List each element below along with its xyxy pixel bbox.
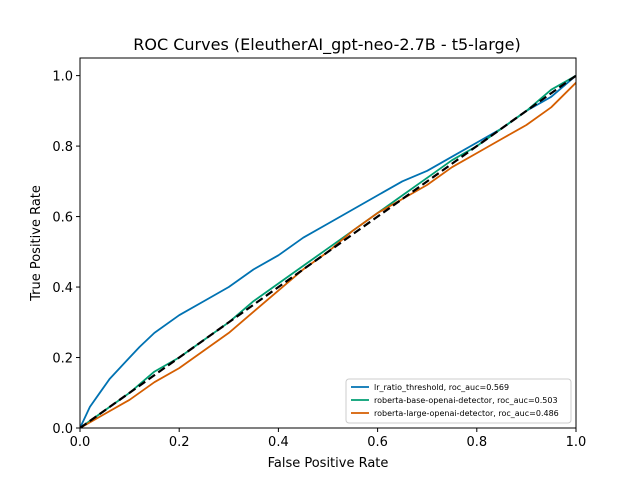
x-tick-label: 0.4	[268, 435, 289, 450]
legend-label-3: roberta-large-openai-detector, roc_auc=0…	[374, 409, 559, 418]
x-tick-label: 0.2	[169, 435, 190, 450]
y-tick-label: 0.6	[52, 211, 73, 226]
chart-title: ROC Curves (EleutherAI_gpt-neo-2.7B - t5…	[133, 35, 520, 55]
diagonal-reference-line	[80, 74, 576, 428]
y-tick-label: 0.4	[52, 281, 73, 296]
y-tick-label: 1.0	[52, 70, 73, 85]
x-tick-label: 1.0	[566, 435, 587, 450]
x-tick-label: 0.0	[70, 435, 91, 450]
series-layer	[80, 74, 576, 428]
x-tick-label: 0.6	[367, 435, 388, 450]
y-tick-label: 0.2	[52, 352, 73, 367]
x-axis-label: False Positive Rate	[268, 456, 389, 471]
x-tick-label: 0.8	[466, 435, 487, 450]
x-axis-ticks: 0.0 0.2 0.4 0.6 0.8 1.0	[70, 428, 587, 450]
legend: lr_ratio_threshold, roc_auc=0.569roberta…	[345, 378, 572, 424]
legend-box	[345, 378, 572, 424]
legend-label-2: roberta-base-openai-detector, roc_auc=0.…	[374, 396, 558, 405]
series-line-1	[80, 74, 576, 428]
y-axis-ticks: 0.0 0.2 0.4 0.6 0.8 1.0	[52, 70, 80, 437]
y-tick-label: 0.0	[52, 422, 73, 437]
y-tick-label: 0.8	[52, 140, 73, 155]
plot-area	[80, 74, 576, 428]
legend-label-1: lr_ratio_threshold, roc_auc=0.569	[374, 383, 509, 392]
y-axis-label: True Positive Rate	[29, 185, 44, 302]
plot-frame	[79, 57, 577, 429]
